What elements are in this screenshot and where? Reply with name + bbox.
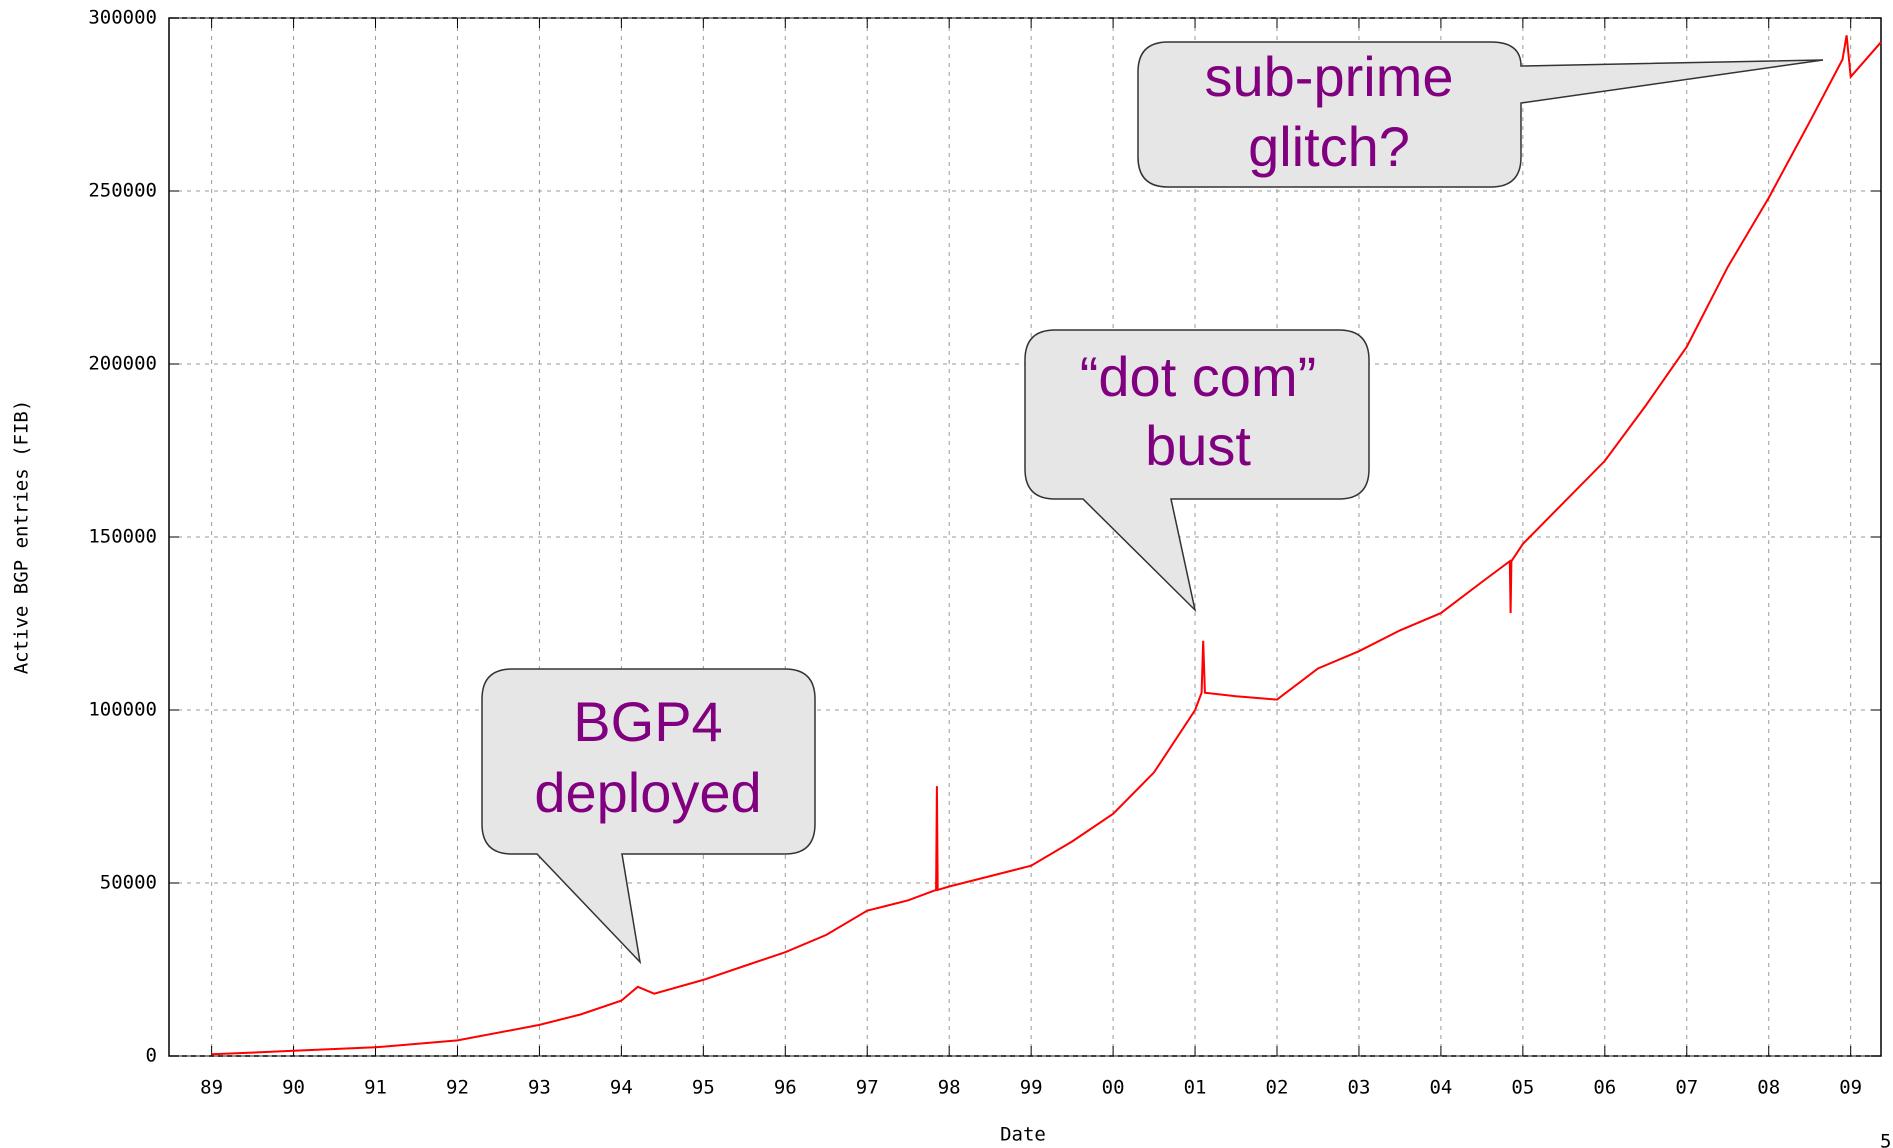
annotation: BGP4	[573, 690, 722, 753]
x-tick-label: 96	[774, 1077, 797, 1099]
x-tick-label: 01	[1184, 1077, 1207, 1099]
x-tick-label: 97	[856, 1077, 879, 1099]
annotation: bust	[1145, 414, 1251, 477]
x-tick-label: 94	[610, 1077, 633, 1099]
x-tick-label: 93	[528, 1077, 551, 1099]
x-tick-label: 95	[692, 1077, 715, 1099]
annotation: glitch?	[1248, 115, 1410, 178]
x-tick-label: 03	[1348, 1077, 1371, 1099]
callout	[1137, 41, 1824, 188]
callout	[481, 668, 816, 965]
x-tick-label: 05	[1511, 1077, 1534, 1099]
y-tick-label: 200000	[88, 353, 157, 375]
callout	[1024, 329, 1370, 613]
x-tick-label: 90	[282, 1077, 305, 1099]
x-tick-label: 07	[1675, 1077, 1698, 1099]
x-tick-label: 09	[1839, 1077, 1862, 1099]
y-tick-label: 50000	[100, 872, 157, 894]
y-tick-label: 100000	[88, 699, 157, 721]
y-tick-label: 150000	[88, 526, 157, 548]
x-tick-label: 04	[1429, 1077, 1452, 1099]
x-tick-label: 92	[446, 1077, 469, 1099]
x-axis-label: Date	[1000, 1124, 1046, 1146]
x-tick-label: 06	[1593, 1077, 1616, 1099]
y-axis-label: Active BGP entries (FIB)	[11, 400, 33, 675]
annotation: “dot com”	[1080, 345, 1317, 408]
y-tick-label: 300000	[88, 7, 157, 29]
x-tick-label: 91	[364, 1077, 387, 1099]
x-tick-label: 98	[938, 1077, 961, 1099]
page-number: 5	[1880, 1131, 1891, 1148]
annotation: deployed	[534, 761, 761, 824]
annotation: sub-prime	[1205, 45, 1454, 108]
x-tick-label: 00	[1102, 1077, 1125, 1099]
y-tick-label: 250000	[88, 180, 157, 202]
x-tick-label: 89	[200, 1077, 223, 1099]
y-tick-label: 0	[146, 1045, 157, 1067]
x-tick-label: 02	[1266, 1077, 1289, 1099]
x-tick-label: 08	[1757, 1077, 1780, 1099]
x-tick-label: 99	[1020, 1077, 1043, 1099]
data-line	[211, 35, 1882, 1056]
